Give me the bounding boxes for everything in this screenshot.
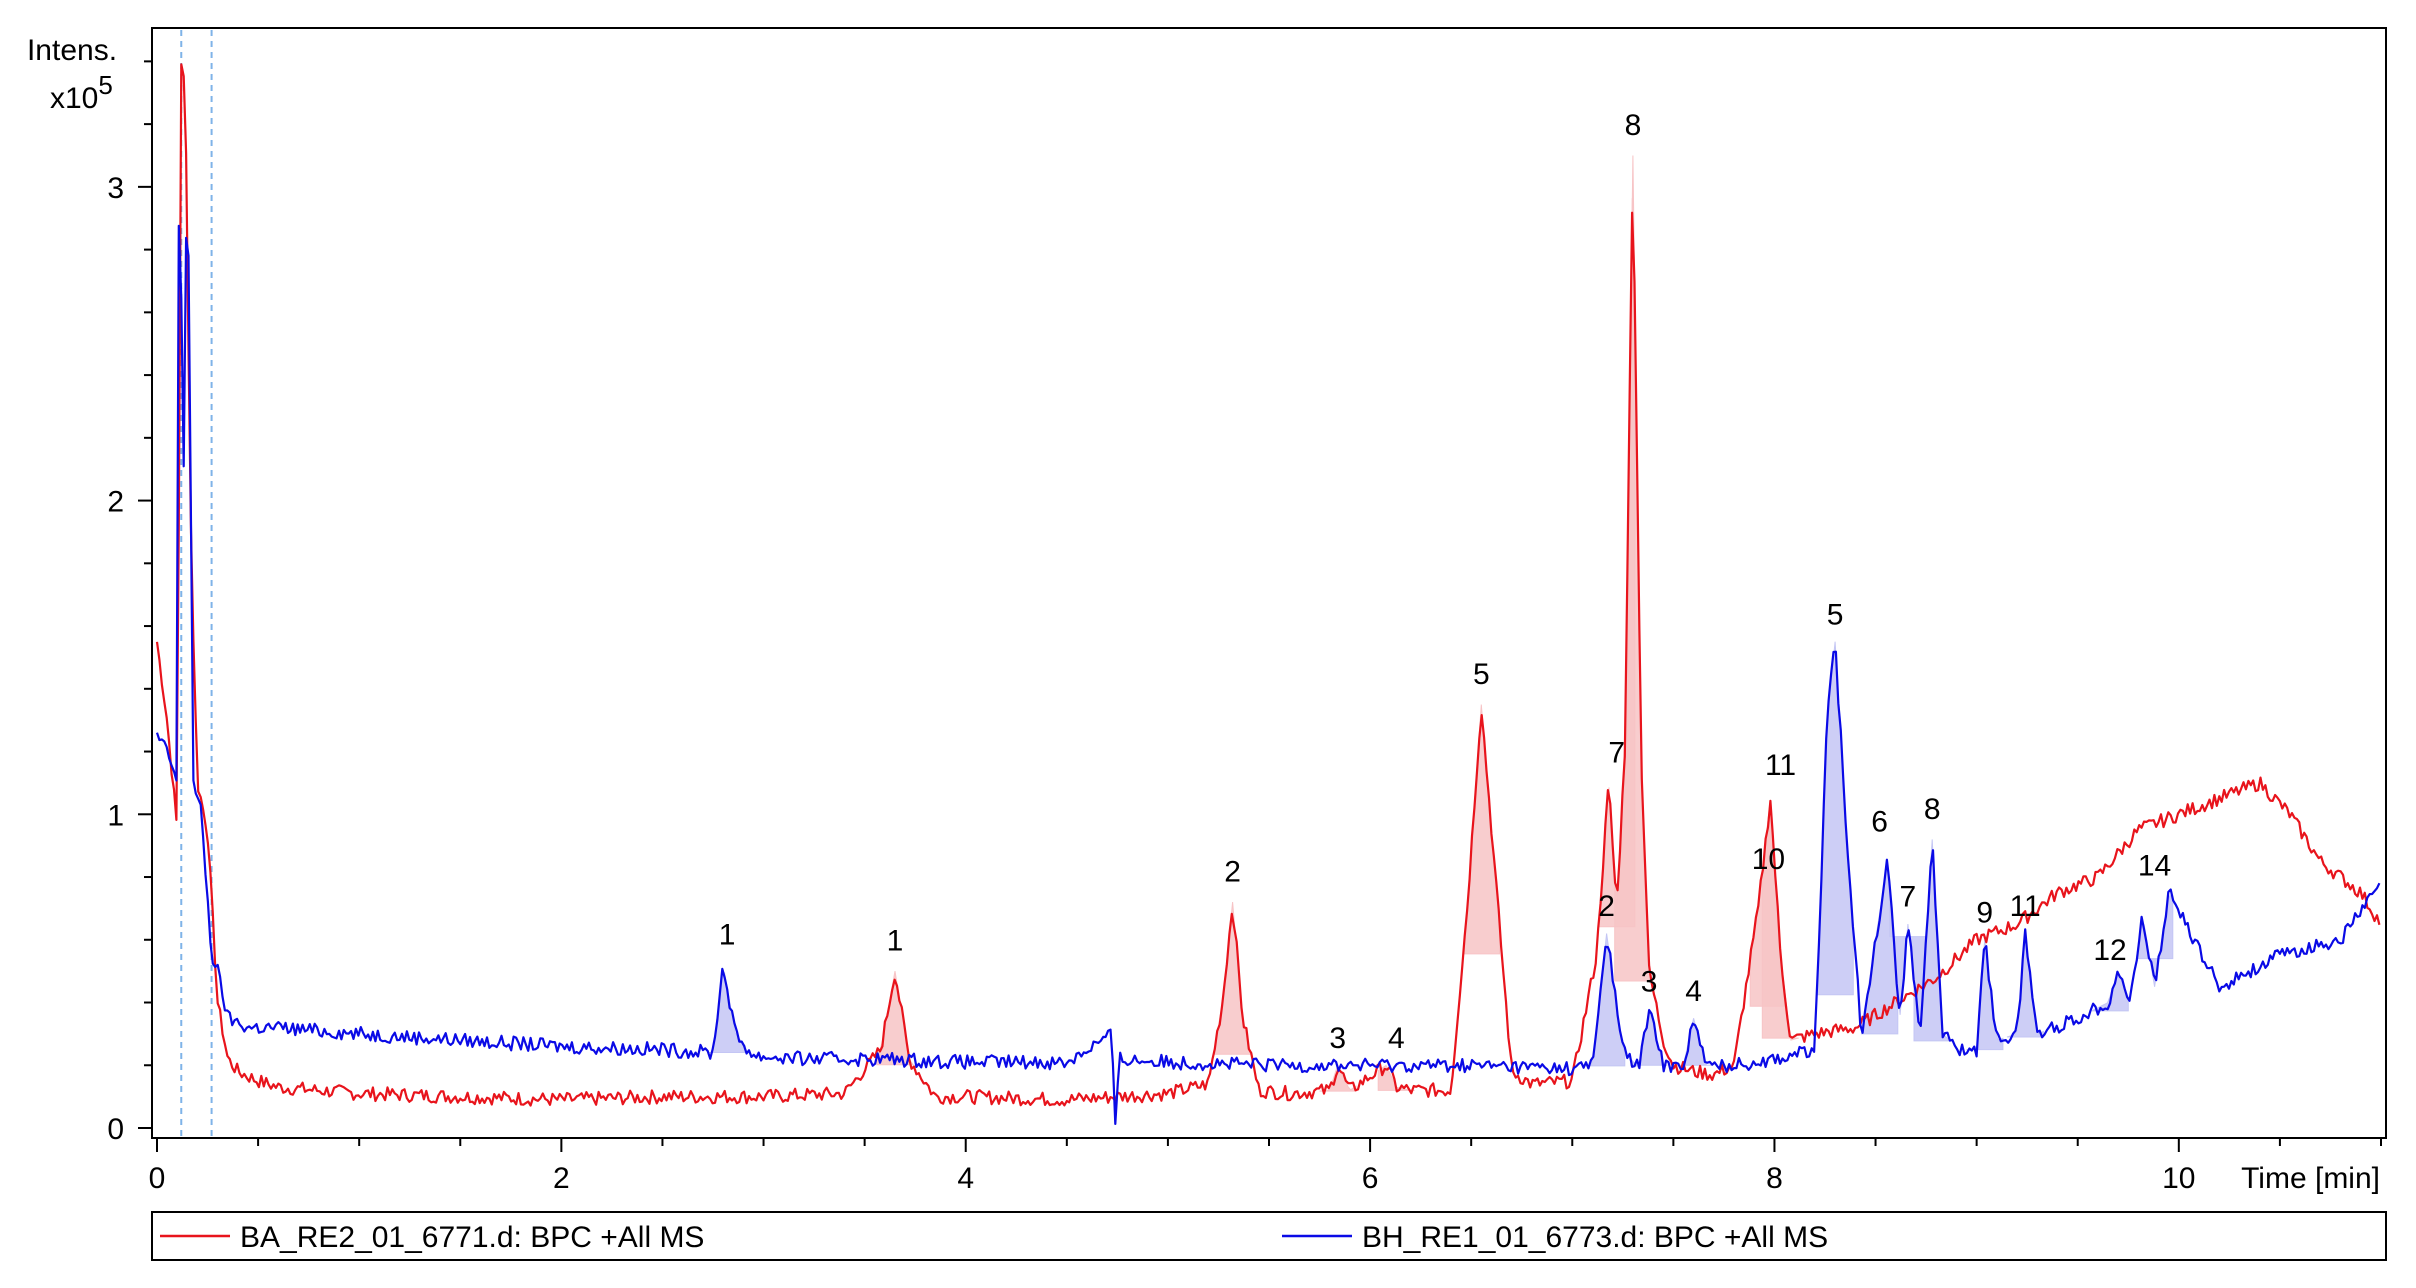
marker-lines	[180, 30, 213, 1136]
x-tick-label: 2	[553, 1162, 570, 1195]
peak-label: 11	[1765, 749, 1796, 782]
peak-label: 7	[1608, 736, 1625, 769]
peak-label: 4	[1685, 975, 1702, 1008]
peak-label: 10	[1752, 843, 1785, 876]
legend-label-series-1: BA_RE2_01_6771.d: BPC +All MS	[240, 1221, 704, 1254]
y-tick-label: 3	[107, 172, 124, 205]
y-axis-title-line1: Intens.	[27, 34, 117, 67]
peak-label: 6	[1871, 805, 1888, 838]
peak-label: 3	[1329, 1022, 1346, 1055]
peak-label: 8	[1625, 109, 1642, 142]
peak-label: 2	[1224, 856, 1241, 889]
peak-label: 5	[1827, 598, 1844, 631]
x-tick-label: 8	[1766, 1162, 1783, 1195]
x-tick-label: 4	[957, 1162, 974, 1195]
series-line-1	[155, 63, 2381, 1107]
legend-label-series-2: BH_RE1_01_6773.d: BPC +All MS	[1362, 1221, 1828, 1254]
x-tick-label: 0	[149, 1162, 166, 1195]
peak-label: 12	[2093, 934, 2126, 967]
y-tick-label: 1	[107, 799, 124, 832]
peak-label: 14	[2138, 849, 2171, 882]
peak-label: 8	[1924, 793, 1941, 826]
y-axis-title-base: x10	[50, 82, 98, 115]
x-axis: 0 2 4 6 8 10	[149, 1138, 2382, 1195]
x-tick-label: 10	[2162, 1162, 2195, 1195]
series-lines	[155, 63, 2381, 1126]
peak-label: 4	[1388, 1022, 1405, 1055]
peak-label: 1	[887, 925, 904, 958]
peak-label: 5	[1473, 658, 1490, 691]
series-line-2	[155, 224, 2381, 1126]
peak-label: 9	[1976, 896, 1993, 929]
y-tick-label: 2	[107, 486, 124, 519]
y-axis-title-line2: x105	[50, 70, 113, 115]
peak-label: 2	[1598, 890, 1615, 923]
legend: BA_RE2_01_6771.d: BPC +All MS BH_RE1_01_…	[151, 1211, 2387, 1261]
y-axis: 0 1 2 3	[107, 60, 152, 1146]
x-axis-title: Time [min]	[2241, 1162, 2380, 1195]
x-tick-label: 6	[1362, 1162, 1379, 1195]
peak-label: 3	[1641, 965, 1658, 998]
peak-label: 11	[2010, 890, 2041, 923]
legend-box	[151, 1211, 2387, 1261]
peak-label: 1	[719, 918, 736, 951]
peak-label: 7	[1900, 881, 1917, 914]
y-axis-title-exponent: 5	[98, 70, 112, 100]
y-tick-label: 0	[107, 1113, 124, 1146]
